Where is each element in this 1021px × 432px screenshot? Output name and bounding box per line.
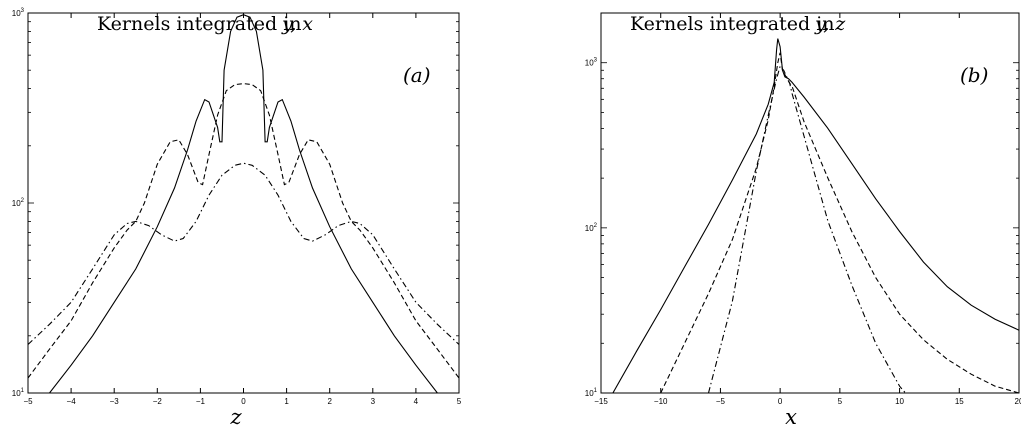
panel-a-x-tick-label: −5 [23,397,33,406]
panel-b-x-tick-label: −5 [716,397,726,406]
panel-b-dashdot-curve [707,65,906,393]
panel-a-y-tick-label: 103 [12,8,25,18]
panel-b-x-tick-label: −15 [594,397,608,406]
panel-b-dashed-curve [660,52,1019,393]
panel-a-x-tick-label: 5 [457,397,462,406]
panel-b-x-tick-label: 15 [955,397,964,406]
panel-b-solid-curve [612,38,1019,393]
panel-b-x-tick-label: 10 [895,397,904,406]
panel-a-y-tick-label: 101 [12,388,25,398]
panel-a-x-tick-label: −4 [67,397,77,406]
panel-b-x-tick-label: −10 [654,397,668,406]
panel-b-title-text: Kernels integrated in [630,13,835,35]
panel-a-x-tick-label: 4 [414,397,419,406]
panel-a-dashed-curve [28,83,459,379]
panel-a-x-tick-label: 1 [284,397,289,406]
panel-b-title-math: y, z [814,13,846,35]
panel-b-label: (b) [960,63,988,87]
panel-a-x-tick-label: 2 [327,397,332,406]
panel-a-x-tick-label: 3 [371,397,376,406]
panel-a-x-tick-label: 0 [241,397,246,406]
panel-a-label: (a) [403,63,431,87]
panel-b: Kernels integrated in y, z (b) x −15 −10 −… [585,12,1021,429]
panel-b-y-tick-label: 103 [585,58,598,68]
panel-b-plot-frame [600,12,1020,394]
panel-a-title-text: Kernels integrated in [97,13,302,35]
panel-a-title-math: y, x [281,13,313,35]
panel-b-y-tick-label: 101 [585,388,598,398]
panel-b-y-tick-label: 102 [585,223,598,233]
panel-a-x-axis-label: z [229,405,242,429]
panel-a-x-tick-label: −2 [153,397,163,406]
panel-b-x-tick-label: 5 [838,397,843,406]
panel-a-x-tick-label: −3 [110,397,120,406]
panel-a-dashdot-curve [28,162,459,345]
panel-a-solid-curve [49,14,438,393]
panel-a: Kernels integrated in y, x (a) z −5 −4 −3 −… [12,8,462,429]
panel-b-x-tick-label: 20 [1015,397,1021,406]
panel-b-x-axis-label: x [785,405,797,429]
panel-a-y-tick-label: 102 [12,198,25,208]
panel-b-x-tick-label: 0 [778,397,783,406]
panel-a-x-tick-label: −1 [196,397,206,406]
